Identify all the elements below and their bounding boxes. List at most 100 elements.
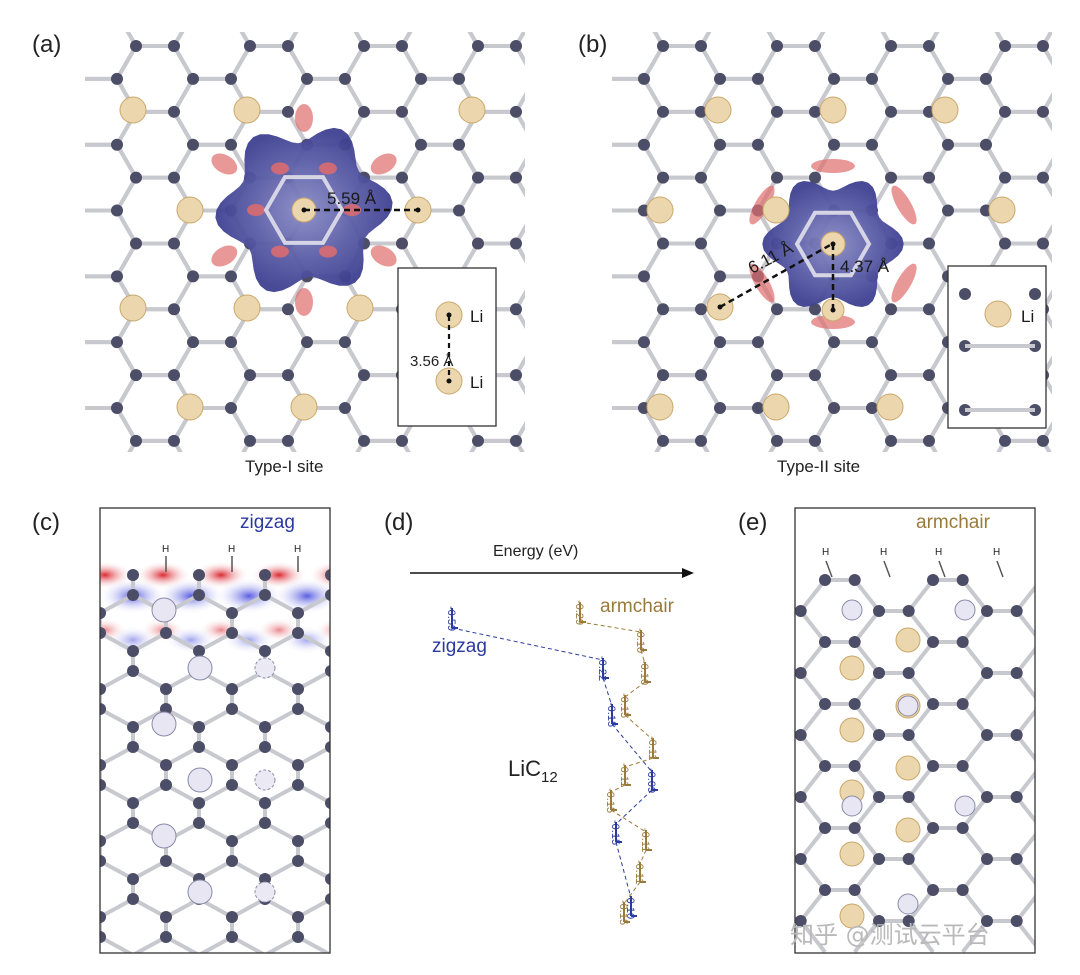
carbon-atom xyxy=(795,605,807,617)
charge-lobe xyxy=(811,159,855,173)
panel-e: (e) H H H H armchair xyxy=(693,507,1047,954)
carbon-atom xyxy=(16,172,28,184)
carbon-atom xyxy=(168,303,180,316)
c-c-bond xyxy=(699,45,722,80)
c-c-bond xyxy=(758,474,777,507)
c-c-bond xyxy=(1043,0,1062,13)
c-c-bond xyxy=(165,745,200,767)
carbon-atom xyxy=(168,171,180,184)
c-c-bond xyxy=(642,308,665,344)
c-c-bond xyxy=(1015,708,1035,737)
c-c-bond xyxy=(132,935,167,953)
c-c-bond xyxy=(3,309,22,342)
carbon-atom xyxy=(1037,501,1049,513)
c-c-bond xyxy=(587,178,606,211)
lithium-atom xyxy=(233,294,261,322)
carbon-atom xyxy=(168,40,180,52)
carbon-atom xyxy=(543,106,555,118)
carbon-atom xyxy=(923,237,935,250)
carbon-atom xyxy=(752,468,764,480)
carbon-atom xyxy=(885,369,897,382)
c-c-bond xyxy=(853,826,881,861)
carbon-atom xyxy=(1010,729,1023,741)
carbon-atom xyxy=(1056,468,1068,480)
carbon-atom xyxy=(54,369,66,381)
carbon-atom xyxy=(453,138,465,151)
carbon-atom xyxy=(885,434,897,447)
carbon-atom xyxy=(524,468,536,480)
c-c-bond xyxy=(642,77,665,113)
carbon-atom xyxy=(358,40,370,52)
carbon-atom xyxy=(259,741,271,753)
carbon-atom xyxy=(902,853,915,865)
c-c-bond xyxy=(693,766,717,797)
lithium-atom xyxy=(151,823,177,849)
c-c-bond xyxy=(331,899,364,917)
carbon-atom xyxy=(873,605,885,617)
c-c-bond xyxy=(573,178,592,211)
carbon-atom xyxy=(942,138,954,151)
carbon-atom xyxy=(472,434,484,447)
c-c-bond xyxy=(331,595,364,613)
c-c-bond xyxy=(747,642,771,673)
panel-a-label: (a) xyxy=(32,31,61,58)
c-c-bond xyxy=(907,764,935,799)
c-c-bond xyxy=(747,611,771,642)
c-c-bond xyxy=(853,764,881,799)
carbon-atom xyxy=(54,435,66,447)
carbon-atom xyxy=(1037,105,1049,118)
carbon-atom xyxy=(956,760,969,772)
carbon-atom xyxy=(771,171,783,184)
carbon-atom xyxy=(765,729,777,741)
c-c-bond xyxy=(343,374,366,409)
carbon-atom xyxy=(567,139,579,151)
carbon-atom xyxy=(529,468,541,480)
lithium-atom xyxy=(876,393,904,421)
c-c-bond xyxy=(514,421,525,442)
armchair-path xyxy=(624,757,654,768)
c-c-bond xyxy=(60,112,79,145)
carbon-atom xyxy=(358,683,370,695)
carbon-atom xyxy=(1035,884,1047,896)
c-c-bond xyxy=(172,77,195,113)
c-c-bond xyxy=(994,32,1007,48)
c-c-bond xyxy=(516,0,535,13)
c-c-bond xyxy=(100,709,101,712)
carbon-atom xyxy=(657,171,669,184)
carbon-atom xyxy=(358,105,370,118)
c-c-bond xyxy=(530,441,549,474)
carbon-atom xyxy=(225,468,237,480)
c-c-bond xyxy=(1043,0,1062,13)
lithium-atom xyxy=(151,711,177,737)
c-c-bond xyxy=(929,474,948,507)
armchair-path xyxy=(639,849,647,865)
carbon-atom xyxy=(226,835,238,847)
c-c-bond xyxy=(927,45,950,80)
c-c-bond xyxy=(1041,32,1052,48)
lithium-atom xyxy=(704,96,732,124)
carbon-atom xyxy=(160,911,172,923)
c-c-bond xyxy=(587,408,606,441)
armchair-level-label: -0.10 xyxy=(634,628,646,653)
carbon-atom xyxy=(999,237,1011,250)
c-c-bond xyxy=(799,795,827,830)
c-c-bond xyxy=(132,631,167,653)
c-c-bond xyxy=(345,0,364,13)
carbon-atom xyxy=(1037,237,1049,250)
carbon-atom xyxy=(1056,205,1068,217)
carbon-atom xyxy=(529,205,541,217)
c-c-bond xyxy=(1041,176,1052,198)
carbon-atom xyxy=(187,336,199,349)
carbon-atom xyxy=(226,759,238,771)
c-c-bond xyxy=(514,92,525,113)
c-c-bond xyxy=(100,745,134,767)
c-c-bond xyxy=(642,341,665,377)
carbon-atom xyxy=(927,822,939,834)
carbon-atom xyxy=(828,138,840,151)
c-c-bond xyxy=(587,145,606,178)
c-c-bond xyxy=(853,888,881,923)
armchair-path xyxy=(624,714,654,741)
carbon-atom xyxy=(885,105,897,118)
c-c-bond xyxy=(799,826,827,861)
panel-b-label: (b) xyxy=(578,31,607,58)
